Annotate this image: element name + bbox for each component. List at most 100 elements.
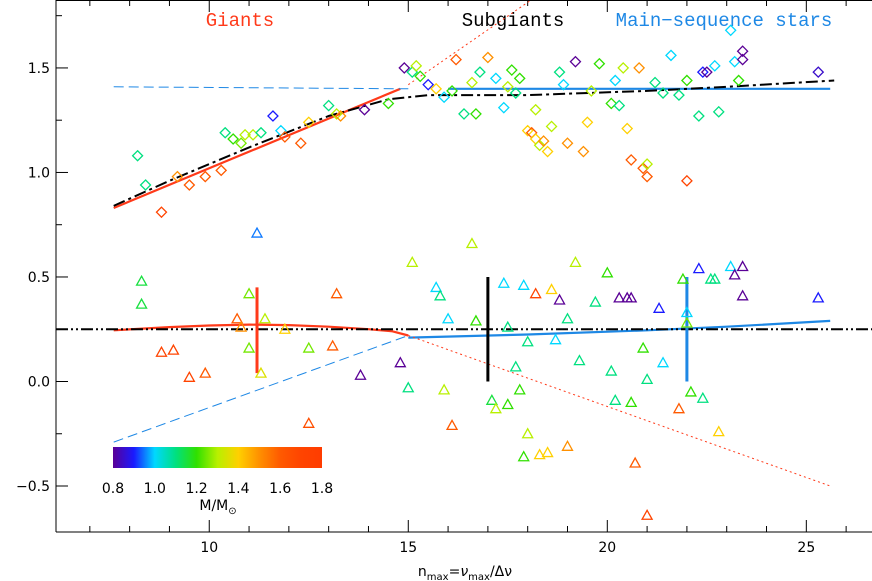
triangle-point <box>434 289 447 301</box>
triangle-point <box>330 287 343 299</box>
diamond-point <box>497 101 510 114</box>
triangle-point <box>553 293 566 305</box>
diamond-point <box>553 66 566 79</box>
triangle-point <box>135 297 148 309</box>
colorbar <box>113 447 322 468</box>
diamond-point <box>334 110 347 122</box>
diamond-point <box>529 103 542 116</box>
diamond-point <box>812 66 825 79</box>
triangle-point <box>497 276 510 288</box>
diamond-point <box>657 87 669 99</box>
triangle-point <box>684 385 697 397</box>
diamond-point <box>537 135 550 148</box>
triangle-point <box>517 278 530 290</box>
triangle-point <box>652 301 666 313</box>
triangle-point <box>521 427 534 439</box>
diamond-point <box>398 62 411 74</box>
triangle-point <box>250 226 264 238</box>
triangle-point <box>712 425 725 437</box>
fit-line <box>113 86 409 90</box>
annotation: Main−sequence stars <box>616 10 833 32</box>
triangle-point <box>302 416 315 428</box>
colorbar-tick-label: 0.8 <box>102 481 124 497</box>
diamond-point <box>613 99 626 112</box>
triangle-point <box>326 339 339 351</box>
triangle-point <box>521 335 534 347</box>
fit-line <box>113 79 835 207</box>
diamond-point <box>641 170 654 183</box>
x-axis-label: nmax=νmax/Δν <box>418 564 512 581</box>
colorbar-label: M/M⊙ <box>199 498 236 517</box>
triangle-point <box>561 312 574 324</box>
triangle-point <box>692 262 705 274</box>
triangle-point <box>167 343 180 355</box>
diamond-point <box>446 85 458 97</box>
triangle-point <box>625 291 638 303</box>
triangle-point <box>672 402 686 414</box>
diamond-point <box>358 103 371 116</box>
triangle-point <box>254 366 268 378</box>
diamond-point <box>569 55 582 68</box>
diamond-point <box>219 126 232 139</box>
triangle-point <box>430 281 443 293</box>
diamond-point <box>481 51 494 64</box>
diamond-point <box>736 45 749 58</box>
colorbar-tick-label: 1.8 <box>311 481 333 497</box>
diamond-point <box>557 78 570 91</box>
triangle-point <box>812 291 825 303</box>
triangle-point <box>258 312 272 324</box>
diamond-point <box>696 66 709 79</box>
triangle-point <box>278 322 291 334</box>
triangle-point <box>513 383 526 395</box>
triangle-point <box>609 393 622 405</box>
diamond-point <box>155 206 168 219</box>
triangle-point <box>640 373 654 385</box>
diamond-point <box>593 57 606 70</box>
triangle-point <box>509 360 522 372</box>
diamond-point <box>215 164 228 177</box>
x-tick-label: 10 <box>200 540 218 556</box>
y-tick-label: −0.5 <box>16 479 50 495</box>
colorbar-tick-label: 1.2 <box>185 481 207 497</box>
x-tick-label: 25 <box>797 540 815 556</box>
diamond-point <box>513 72 526 85</box>
y-tick-label: 1.5 <box>28 61 50 77</box>
triangle-point <box>437 383 451 395</box>
triangle-point <box>549 333 562 345</box>
triangle-point <box>183 370 196 382</box>
triangle-point <box>680 316 694 328</box>
diamond-point <box>736 53 749 66</box>
diamond-point <box>501 80 514 93</box>
diamond-point <box>561 137 574 150</box>
x-tick-label: 20 <box>598 540 616 556</box>
triangle-point <box>529 287 542 299</box>
diamond-point <box>255 126 267 139</box>
diamond-point <box>235 137 248 150</box>
triangle-point <box>676 272 690 284</box>
diamond-point <box>605 97 618 110</box>
triangle-point <box>680 306 694 318</box>
triangle-point <box>517 450 530 462</box>
x-tick-label: 15 <box>399 540 417 556</box>
triangle-point <box>589 295 602 307</box>
diamond-point <box>322 99 335 112</box>
diamond-point <box>227 133 240 145</box>
diamond-point <box>641 158 654 171</box>
diamond-point <box>458 108 470 120</box>
triangle-point <box>441 312 455 324</box>
diamond-point <box>302 116 315 129</box>
triangle-point <box>629 456 642 468</box>
colorbar-tick-label: 1.6 <box>269 481 291 497</box>
triangle-point <box>402 381 415 393</box>
fit-line <box>113 323 409 337</box>
triangle-point <box>637 341 650 353</box>
diamond-point <box>617 62 630 74</box>
diamond-point <box>422 78 435 91</box>
triangle-point <box>465 237 479 249</box>
triangle-point <box>569 256 582 267</box>
diamond-point <box>489 72 502 85</box>
diamond-point <box>470 108 482 120</box>
diamond-point <box>382 97 395 110</box>
fit-line <box>113 87 401 210</box>
